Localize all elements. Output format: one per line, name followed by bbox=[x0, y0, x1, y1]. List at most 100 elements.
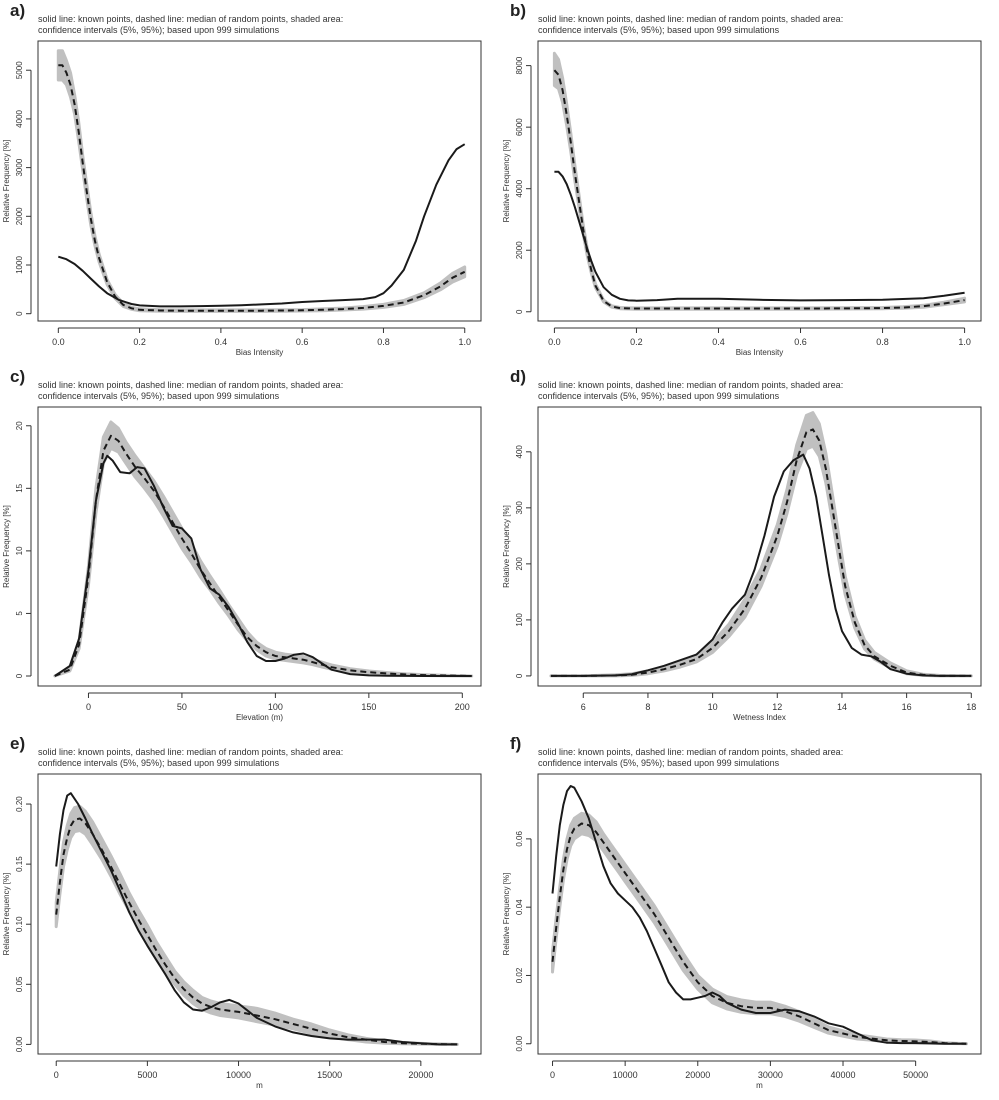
y-tick-label: 4000 bbox=[15, 109, 24, 127]
x-tick-label: 0 bbox=[54, 1070, 59, 1080]
y-axis-title: Relative Frequency [%] bbox=[502, 873, 511, 956]
x-axis-title: Bias Intensity bbox=[736, 348, 784, 357]
x-tick-label: 150 bbox=[361, 702, 376, 712]
x-tick-label: 0.0 bbox=[52, 337, 65, 347]
y-axis-title: Relative Frequency [%] bbox=[2, 140, 11, 223]
x-tick-label: 30000 bbox=[758, 1070, 783, 1080]
caption-line: confidence intervals (5%, 95%); based up… bbox=[38, 758, 280, 768]
y-tick-label: 0.05 bbox=[15, 976, 24, 992]
caption-line: solid line: known points, dashed line: m… bbox=[38, 380, 343, 390]
panel-label: d) bbox=[510, 367, 526, 386]
y-tick-label: 0.10 bbox=[15, 916, 24, 932]
caption-line: confidence intervals (5%, 95%); based up… bbox=[38, 391, 280, 401]
x-axis-title: m bbox=[256, 1081, 263, 1090]
chart-panel: b) solid line: known points, dashed line:… bbox=[502, 1, 982, 357]
known-points-line bbox=[550, 453, 972, 677]
y-tick-label: 5000 bbox=[15, 61, 24, 79]
x-axis-title: Elevation (m) bbox=[236, 713, 283, 722]
known-points-line bbox=[551, 785, 967, 1045]
x-tick-label: 0 bbox=[86, 702, 91, 712]
x-tick-label: 1.0 bbox=[958, 337, 971, 347]
caption-line: solid line: known points, dashed line: m… bbox=[38, 14, 343, 24]
confidence-band bbox=[551, 811, 968, 1046]
y-tick-label: 400 bbox=[515, 445, 524, 459]
y-tick-label: 0 bbox=[15, 673, 24, 678]
x-tick-label: 12 bbox=[772, 702, 782, 712]
y-tick-label: 0.20 bbox=[15, 796, 24, 812]
chart-panel: f) solid line: known points, dashed line:… bbox=[502, 734, 982, 1090]
y-tick-label: 0 bbox=[515, 673, 524, 678]
x-axis-title: Wetness Index bbox=[733, 713, 786, 722]
known-points-line bbox=[55, 792, 458, 1046]
panel-label: f) bbox=[510, 734, 521, 753]
x-tick-label: 10000 bbox=[226, 1070, 251, 1080]
x-tick-label: 0.8 bbox=[876, 337, 889, 347]
x-tick-label: 0.6 bbox=[794, 337, 807, 347]
y-tick-label: 2000 bbox=[515, 241, 524, 259]
y-tick-label: 0 bbox=[515, 309, 524, 314]
x-tick-label: 16 bbox=[902, 702, 912, 712]
median-random-line bbox=[553, 69, 965, 310]
x-axis-title: m bbox=[756, 1081, 763, 1090]
confidence-band bbox=[54, 804, 459, 1046]
x-tick-label: 0.6 bbox=[296, 337, 309, 347]
y-tick-label: 3000 bbox=[15, 158, 24, 176]
chart-panel: c) solid line: known points, dashed line:… bbox=[2, 367, 482, 722]
y-tick-label: 15 bbox=[15, 483, 24, 492]
x-tick-label: 0.2 bbox=[133, 337, 146, 347]
x-tick-label: 0.8 bbox=[377, 337, 390, 347]
panel-label: e) bbox=[10, 734, 25, 753]
x-tick-label: 20000 bbox=[408, 1070, 433, 1080]
panel-label: c) bbox=[10, 367, 25, 386]
y-tick-label: 0.06 bbox=[515, 831, 524, 847]
y-tick-label: 0.00 bbox=[15, 1036, 24, 1052]
x-tick-label: 0.0 bbox=[548, 337, 561, 347]
y-tick-label: 6000 bbox=[515, 118, 524, 136]
y-tick-label: 4000 bbox=[515, 179, 524, 197]
plot-frame bbox=[37, 773, 482, 1055]
caption-line: confidence intervals (5%, 95%); based up… bbox=[538, 391, 780, 401]
plot-frame bbox=[37, 40, 482, 322]
x-tick-label: 5000 bbox=[137, 1070, 157, 1080]
panel-label: a) bbox=[10, 1, 25, 20]
median-random-line bbox=[58, 64, 466, 312]
x-tick-label: 0.4 bbox=[712, 337, 725, 347]
panel-label: b) bbox=[510, 1, 526, 20]
chart-panel: d) solid line: known points, dashed line:… bbox=[502, 367, 982, 722]
caption-line: solid line: known points, dashed line: m… bbox=[538, 380, 843, 390]
y-tick-label: 0.04 bbox=[515, 899, 524, 915]
caption-line: confidence intervals (5%, 95%); based up… bbox=[538, 25, 780, 35]
x-tick-label: 40000 bbox=[831, 1070, 856, 1080]
y-tick-label: 0.02 bbox=[515, 967, 524, 983]
y-tick-label: 8000 bbox=[515, 56, 524, 74]
y-tick-label: 5 bbox=[15, 611, 24, 616]
y-tick-label: 200 bbox=[515, 557, 524, 571]
known-points-line bbox=[54, 454, 472, 677]
y-tick-label: 1000 bbox=[15, 256, 24, 274]
median-random-line bbox=[54, 434, 472, 677]
plot-frame bbox=[537, 773, 982, 1055]
x-tick-label: 200 bbox=[455, 702, 470, 712]
y-axis-title: Relative Frequency [%] bbox=[502, 505, 511, 588]
y-axis-title: Relative Frequency [%] bbox=[2, 873, 11, 956]
x-tick-label: 10000 bbox=[613, 1070, 638, 1080]
median-random-line bbox=[551, 822, 967, 1045]
plot-frame bbox=[537, 406, 982, 687]
y-tick-label: 100 bbox=[515, 613, 524, 627]
x-axis-title: Bias Intensity bbox=[236, 348, 284, 357]
x-tick-label: 10 bbox=[708, 702, 718, 712]
chart-panel: e) solid line: known points, dashed line:… bbox=[2, 734, 482, 1090]
confidence-band bbox=[53, 420, 474, 678]
plot-frame bbox=[537, 40, 982, 322]
x-tick-label: 100 bbox=[268, 702, 283, 712]
x-tick-label: 0.2 bbox=[630, 337, 643, 347]
x-tick-label: 8 bbox=[645, 702, 650, 712]
caption-line: confidence intervals (5%, 95%); based up… bbox=[538, 758, 780, 768]
x-tick-label: 1.0 bbox=[458, 337, 471, 347]
y-tick-label: 0 bbox=[15, 311, 24, 316]
y-tick-label: 20 bbox=[15, 421, 24, 430]
plot-frame bbox=[37, 406, 482, 687]
x-tick-label: 0.4 bbox=[215, 337, 228, 347]
x-tick-label: 14 bbox=[837, 702, 847, 712]
